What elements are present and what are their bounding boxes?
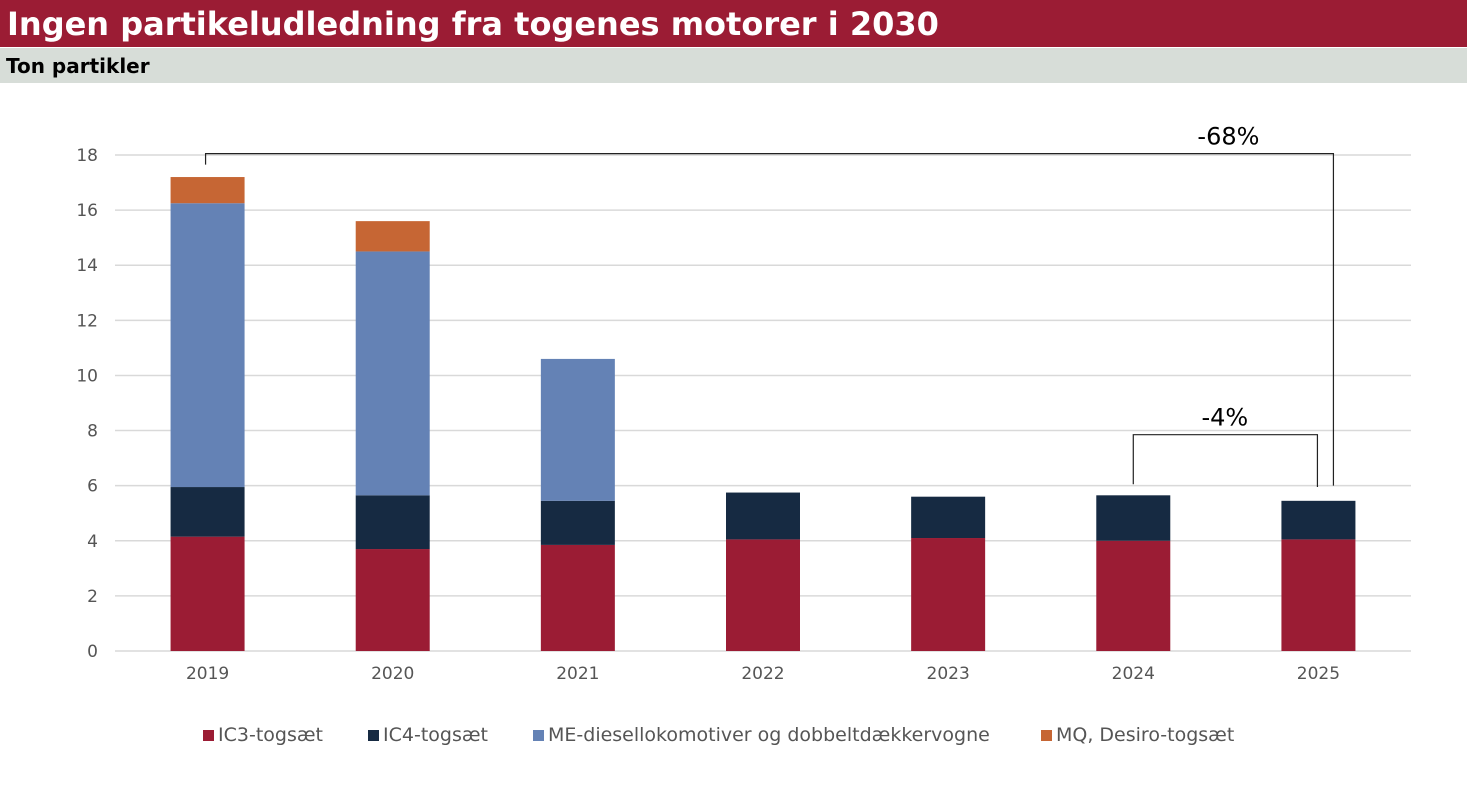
y-tick-label: 4: [87, 532, 98, 552]
y-tick-label: 0: [87, 642, 98, 662]
bar-segment-2022-series-1: [726, 539, 800, 651]
bar-segment-2023-series-2: [911, 496, 986, 539]
bar-segment-2019-series-4: [170, 177, 245, 204]
legend-item-1: IC3-togsæt: [203, 720, 323, 750]
bar-segment-2019-series-2: [170, 487, 245, 537]
legend-item-2: IC4-togsæt: [368, 720, 488, 750]
legend-item-4: MQ, Desiro-togsæt: [1041, 720, 1234, 750]
x-tick-label: 2025: [1297, 664, 1340, 684]
legend-label: ME-diesellokomotiver og dobbeltdækkervog…: [548, 724, 990, 746]
legend-label: IC3-togsæt: [218, 724, 323, 746]
bar-segment-2024-series-1: [1096, 540, 1171, 651]
y-tick-label: 2: [87, 587, 98, 607]
bar-segment-2025-series-2: [1281, 500, 1356, 540]
x-axis-ticks: 2019 2020 2021 2022 2023 2024 2025: [186, 664, 1340, 684]
x-tick-label: 2023: [927, 664, 970, 684]
bar-segment-2022-series-2: [726, 492, 800, 540]
bar-segment-2021-series-2: [540, 500, 615, 545]
bar-segment-2023-series-1: [911, 538, 986, 651]
bar-segment-2020-series-4: [355, 221, 430, 252]
y-tick-label: 10: [76, 366, 98, 386]
annotation-label: -68%: [1197, 123, 1259, 151]
x-tick-label: 2022: [741, 664, 784, 684]
gridlines: [115, 154, 1411, 652]
bar-segment-2019-series-3: [170, 203, 245, 488]
title-bar: Ingen partikeludledning fra togenes moto…: [0, 0, 1467, 47]
chart-subtitle: Ton partikler: [6, 54, 150, 78]
bar-segment-2020-series-2: [355, 495, 430, 550]
x-tick-label: 2021: [556, 664, 599, 684]
y-tick-label: 16: [76, 201, 98, 221]
bar-segment-2021-series-3: [540, 358, 615, 501]
legend-swatch: [1041, 729, 1052, 741]
legend-label: IC4-togsæt: [383, 724, 488, 746]
y-tick-label: 12: [76, 311, 98, 331]
y-tick-label: 6: [87, 477, 98, 497]
annotation-bracket: [204, 153, 1335, 486]
x-tick-label: 2020: [371, 664, 414, 684]
legend-label: MQ, Desiro-togsæt: [1056, 724, 1235, 746]
bars: [170, 177, 1356, 651]
legend-item-3: ME-diesellokomotiver og dobbeltdækkervog…: [533, 720, 990, 750]
annotation-bracket: [1132, 434, 1319, 488]
bar-segment-2019-series-1: [170, 536, 245, 651]
stacked-bar-chart: 0 2 4 6 8 10 12 14 16 18 2019 2020 2021 2022 2023 2024…: [76, 123, 1411, 684]
x-tick-label: 2019: [186, 664, 229, 684]
annotation-label: -4%: [1201, 404, 1248, 432]
legend-swatch: [533, 729, 544, 741]
y-axis-ticks: 0 2 4 6 8 10 12 14 16 18: [76, 146, 98, 662]
subtitle-bar: Ton partikler: [0, 48, 1467, 83]
y-tick-label: 14: [76, 256, 98, 276]
bar-segment-2021-series-1: [540, 544, 615, 651]
annotations: -68% -4%: [204, 123, 1335, 488]
y-tick-label: 18: [76, 146, 98, 166]
bar-segment-2025-series-1: [1281, 539, 1356, 651]
legend-swatch: [203, 729, 214, 741]
bar-segment-2020-series-3: [355, 251, 430, 496]
x-tick-label: 2024: [1112, 664, 1155, 684]
y-tick-label: 8: [87, 422, 98, 442]
legend-swatch: [368, 729, 379, 741]
legend: IC3-togsæt IC4-togsæt ME-diesellokomotiver…: [0, 720, 1467, 750]
bar-segment-2020-series-1: [355, 549, 430, 651]
bar-segment-2024-series-2: [1096, 495, 1171, 541]
chart-title: Ingen partikeludledning fra togenes moto…: [7, 5, 939, 43]
